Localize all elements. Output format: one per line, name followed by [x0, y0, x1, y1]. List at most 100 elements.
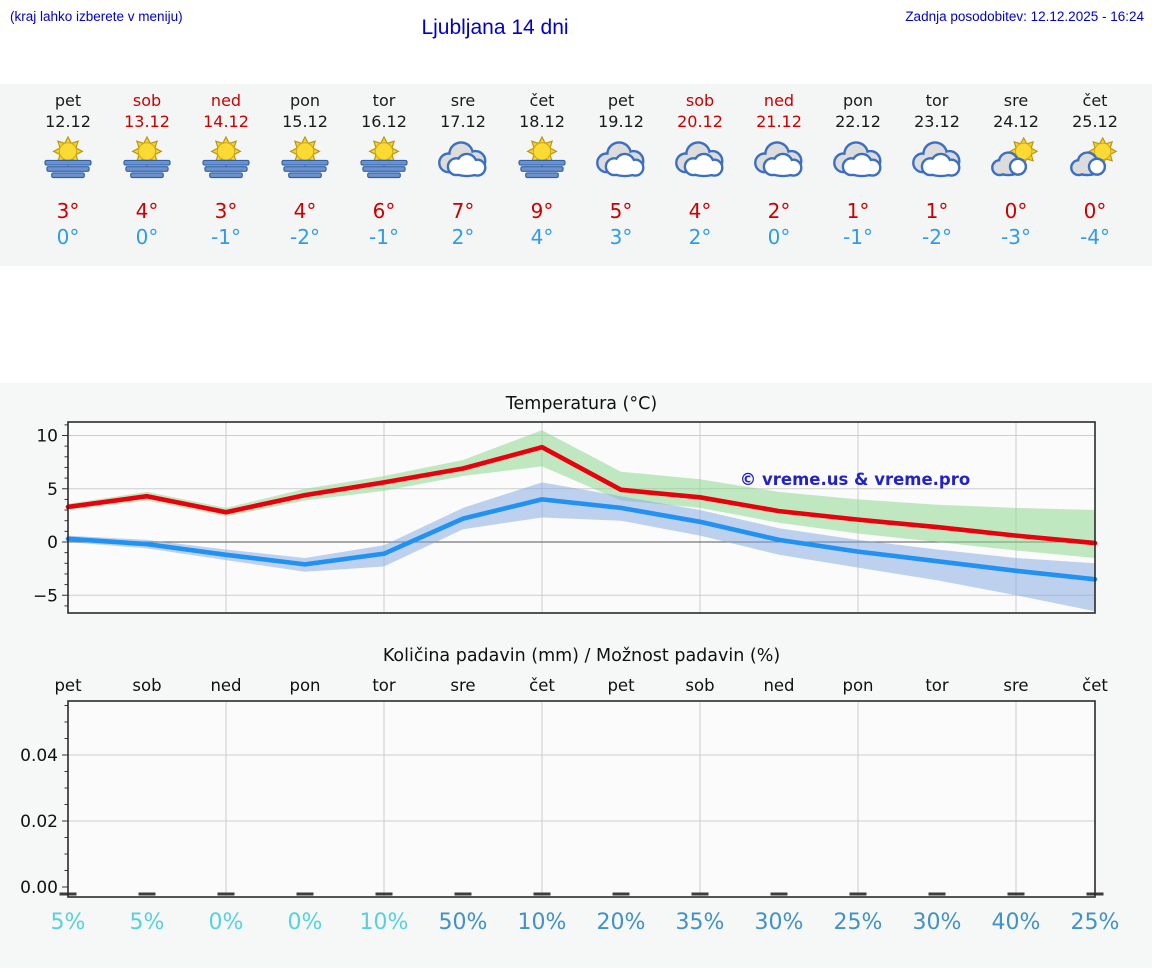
last-updated: Zadnja posodobitev: 12.12.2025 - 16:24 — [905, 9, 1144, 24]
low-temp: -2° — [290, 225, 320, 249]
day-date: 25.12 — [1072, 112, 1118, 131]
day-label: čet — [1082, 676, 1108, 695]
high-temp: 4° — [135, 199, 159, 223]
day-name: pon — [289, 91, 321, 110]
plot-border — [67, 421, 1096, 614]
sun-fog-icon — [353, 136, 415, 182]
low-temp: 3° — [609, 225, 633, 249]
day-name: ned — [763, 91, 795, 110]
day-name: sob — [132, 91, 162, 110]
day-date: 12.12 — [45, 112, 91, 131]
precip-percent: 0% — [209, 910, 244, 935]
day-label: sob — [685, 676, 714, 695]
precip-percent: 30% — [755, 910, 804, 935]
day-name: tor — [925, 91, 949, 110]
precip-percent: 5% — [51, 910, 86, 935]
sun-cloud-icon — [1064, 136, 1126, 182]
plot-area — [68, 701, 1095, 897]
day-column: pet 19.12 5° 3° — [581, 90, 661, 250]
high-temp: 1° — [925, 199, 949, 223]
precip-percent: 20% — [597, 910, 646, 935]
max-temp-band — [68, 430, 1095, 558]
precip-percent: 40% — [992, 910, 1041, 935]
cloudy-icon — [827, 136, 889, 182]
cloudy-icon — [906, 136, 968, 182]
precip-percent: 50% — [439, 910, 488, 935]
precip-percent: 0% — [288, 910, 323, 935]
high-temp: 4° — [688, 199, 712, 223]
precip-percent: 30% — [913, 910, 962, 935]
high-temp: 6° — [372, 199, 396, 223]
precip-bar — [770, 892, 788, 896]
day-date: 21.12 — [756, 112, 802, 131]
high-temp: 5° — [609, 199, 633, 223]
watermark: © vreme.us & vreme.pro — [740, 470, 970, 489]
y-axis-label: 0.02 — [20, 812, 58, 832]
chart-title: Temperatura (°C) — [505, 394, 657, 414]
day-date: 13.12 — [124, 112, 170, 131]
y-axis-label: −5 — [33, 586, 58, 606]
low-temp: -3° — [1001, 225, 1031, 249]
min-temp-line — [65, 497, 1098, 582]
day-date: 17.12 — [440, 112, 486, 131]
location-hint: (kraj lahko izberete v meniju) — [10, 9, 183, 24]
day-column: pon 15.12 4° -2° — [265, 90, 345, 250]
sun-fog-icon — [511, 136, 573, 182]
day-date: 20.12 — [677, 112, 723, 131]
high-temp: 0° — [1083, 199, 1107, 223]
day-name: sre — [1003, 91, 1029, 110]
low-temp: -2° — [922, 225, 952, 249]
plot-border — [67, 700, 1096, 898]
precip-percent: 5% — [130, 910, 165, 935]
cloudy-icon — [748, 136, 810, 182]
day-label: sre — [450, 676, 475, 695]
day-date: 22.12 — [835, 112, 881, 131]
low-temp: -1° — [843, 225, 873, 249]
y-axis-label: 0.00 — [20, 878, 58, 898]
day-date: 19.12 — [598, 112, 644, 131]
min-temp-band — [68, 482, 1095, 612]
low-temp: 0° — [56, 225, 80, 249]
day-column: tor 16.12 6° -1° — [344, 90, 424, 250]
precip-percent: 35% — [676, 910, 725, 935]
day-name: pet — [607, 91, 635, 110]
page-title: Ljubljana 14 dni — [421, 16, 569, 39]
day-label: pon — [842, 676, 873, 695]
y-axis-label: 5 — [47, 480, 58, 500]
precip-bar — [849, 892, 867, 896]
day-column: sre 24.12 0° -3° — [976, 90, 1056, 250]
low-temp: 2° — [451, 225, 475, 249]
day-column: tor 23.12 1° -2° — [897, 90, 977, 250]
precip-bar — [1007, 892, 1025, 896]
day-name: ned — [210, 91, 242, 110]
day-label: sob — [132, 676, 161, 695]
day-date: 16.12 — [361, 112, 407, 131]
day-name: sob — [685, 91, 715, 110]
precip-bar — [533, 892, 551, 896]
cloudy-icon — [669, 136, 731, 182]
day-name: pon — [842, 91, 874, 110]
day-date: 14.12 — [203, 112, 249, 131]
high-temp: 3° — [56, 199, 80, 223]
day-column: ned 14.12 3° -1° — [186, 90, 266, 250]
high-temp: 3° — [214, 199, 238, 223]
day-name: tor — [372, 91, 396, 110]
day-column: ned 21.12 2° 0° — [739, 90, 819, 250]
precip-bar — [296, 892, 314, 896]
day-date: 23.12 — [914, 112, 960, 131]
day-label: tor — [925, 676, 949, 695]
day-label: tor — [372, 676, 396, 695]
temperature-chart: −5 0 5 10 Temperatura (°C) © vreme.us & vreme… — [33, 394, 1098, 614]
low-temp: -1° — [211, 225, 241, 249]
y-axis-label: 0 — [47, 533, 58, 553]
day-name: čet — [529, 91, 555, 110]
precip-bar — [454, 892, 472, 896]
day-label: sre — [1003, 676, 1028, 695]
y-axis-label: 0.04 — [20, 746, 58, 766]
high-temp: 7° — [451, 199, 475, 223]
day-name: sre — [450, 91, 476, 110]
day-label: pet — [607, 676, 635, 695]
day-column: sob 20.12 4° 2° — [660, 90, 740, 250]
high-temp: 1° — [846, 199, 870, 223]
